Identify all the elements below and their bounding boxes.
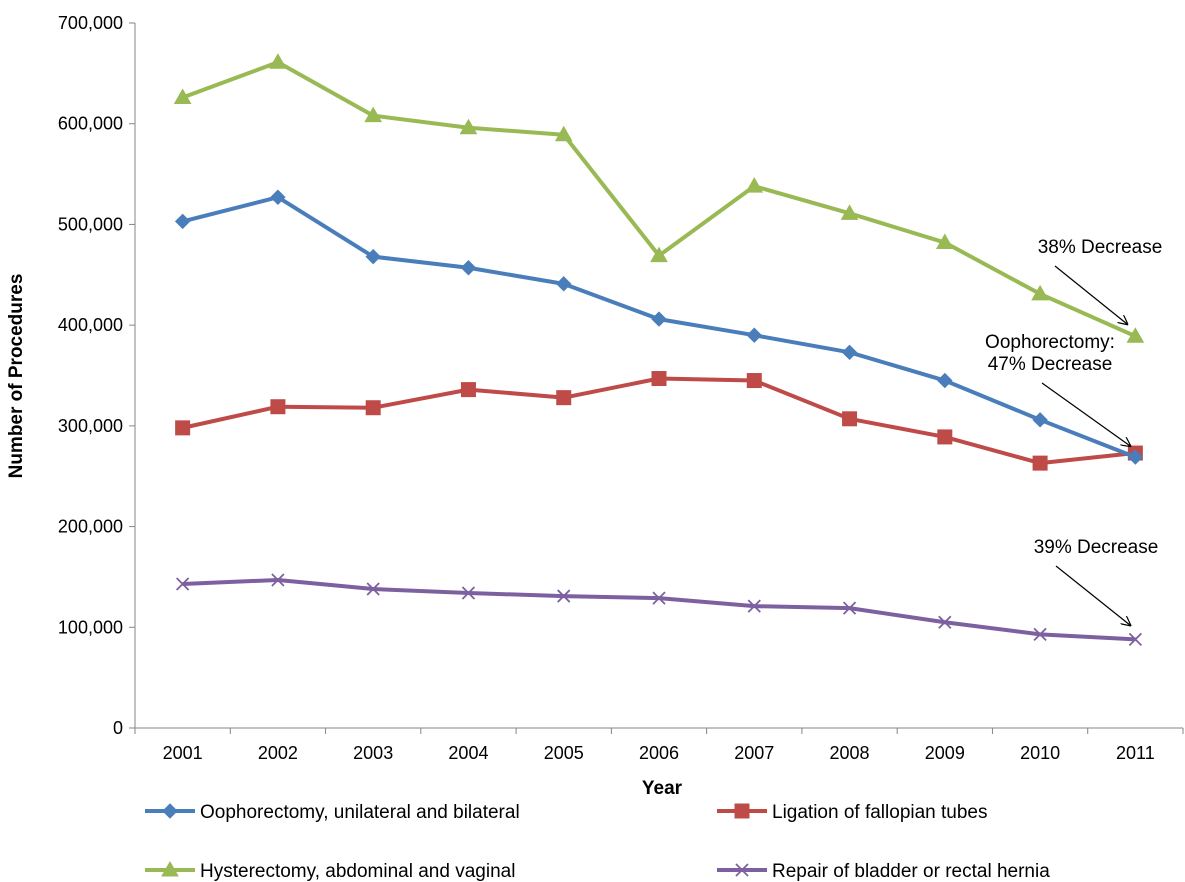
series-1 [175,371,1143,471]
annotation-text: 38% Decrease [1038,237,1163,258]
y-tick-label: 500,000 [58,214,123,234]
data-point [1031,284,1049,301]
annotations: 38% Decrease Oophorectomy: 47% Decrease 39%… [985,237,1162,625]
data-point [650,246,668,263]
y-tick-label: 400,000 [58,315,123,335]
data-point [175,420,191,436]
data-point [937,429,953,445]
series-line [182,195,1137,459]
data-point [554,125,573,142]
data-point [174,213,191,230]
data-point [840,204,859,220]
annotation-text: Oophorectomy: 47% Decrease [985,332,1115,375]
x-tick-label: 2001 [163,743,203,763]
data-point [841,344,858,361]
legend-item-2: Hysterectomy, abdominal and vaginal [145,860,515,882]
data-point [842,601,857,615]
annotation-2: 39% Decrease [1034,537,1159,625]
data-point [271,573,285,587]
data-point [1126,327,1145,343]
data-point [1032,455,1048,471]
y-tick-label: 700,000 [58,13,123,33]
data-point [556,276,572,292]
x-tick-label: 2011 [1116,743,1155,763]
x-tick-label: 2002 [258,743,298,763]
x-tick-label: 2004 [448,743,488,763]
legend-swatch-marker [162,803,178,819]
legend-label: Ligation of fallopian tubes [772,802,988,823]
data-point [175,577,190,591]
legend-swatch-marker [161,860,179,877]
data-point [935,233,954,250]
data-point [460,382,476,398]
data-point [937,372,953,389]
legend-swatch-marker [734,803,750,819]
legend-item-3: Repair of bladder or rectal hernia [717,861,1050,882]
legend-label: Oophorectomy, unilateral and bilateral [200,802,520,823]
y-axis-title: Number of Procedures [6,274,27,479]
y-tick-label: 600,000 [58,114,123,134]
data-point [460,260,477,276]
data-point [1127,449,1144,465]
data-point [651,311,667,327]
data-point [365,400,381,416]
legend-item-0: Oophorectomy, unilateral and bilateral [145,802,520,823]
series-3 [175,573,1142,647]
data-point [557,589,571,603]
legend: Oophorectomy, unilateral and bilateral Li… [145,802,1050,882]
data-point [461,586,476,600]
data-point [364,106,383,123]
y-tick-label: 100,000 [58,617,123,637]
x-tick-label: 2009 [925,743,965,763]
data-point [269,53,287,69]
data-point [842,411,858,427]
data-point [651,371,667,387]
x-tick-label: 2010 [1020,743,1060,763]
annotation-1: Oophorectomy: 47% Decrease [985,332,1130,446]
x-axis-title: Year [642,778,683,799]
y-tick-label: 200,000 [58,517,123,537]
series-line [181,60,1137,339]
series-layer [173,53,1145,647]
data-point [365,248,381,265]
x-tick-label: 2006 [639,743,679,763]
series-line [182,376,1136,466]
data-point [270,399,286,415]
data-point [745,177,764,193]
data-point [1033,627,1047,641]
annotation-arrow [1054,265,1127,324]
legend-swatch-marker [735,863,749,877]
data-point [747,599,761,613]
x-tick-label: 2003 [353,743,393,763]
legend-item-1: Ligation of fallopian tubes [717,802,988,823]
data-point [746,327,762,343]
annotation-0: 38% Decrease [1038,237,1163,324]
data-point [556,390,572,406]
legend-label: Hysterectomy, abdominal and vaginal [200,861,515,882]
y-tick-label: 300,000 [58,416,123,436]
data-point [938,615,952,629]
x-tick-label: 2005 [544,743,584,763]
data-point [366,582,380,596]
y-tick-label: 0 [113,718,123,738]
data-point [173,88,192,105]
data-point [459,118,478,135]
series-0 [174,189,1144,465]
x-tick-label: 2008 [830,743,870,763]
data-point [652,591,666,605]
annotation-text: 39% Decrease [1034,537,1159,558]
annotation-arrow [1055,565,1130,625]
data-point [1032,412,1048,428]
series-line [182,577,1136,642]
series-2 [173,53,1145,343]
annotation-arrow [1041,382,1130,446]
x-tick-label: 2007 [734,743,774,763]
data-point [1128,632,1142,647]
data-point [746,373,762,389]
data-point [270,189,286,205]
legend-label: Repair of bladder or rectal hernia [772,861,1050,882]
axes: 0 100,000 200,000 300,000 400,000 500,000 600,… [58,13,1184,763]
